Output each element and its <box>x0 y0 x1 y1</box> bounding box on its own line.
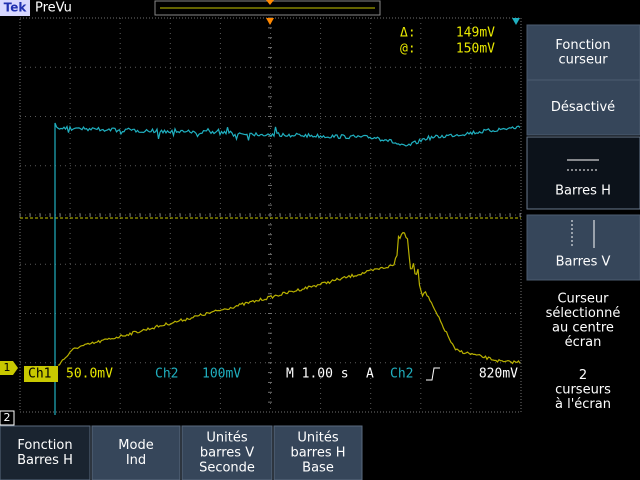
side-menu-label: écran <box>565 335 602 350</box>
bottom-menu-label: Unités <box>297 431 338 446</box>
bottom-menu-button <box>181 425 273 480</box>
graticule-border <box>19 17 522 413</box>
logo: Tek <box>4 1 28 15</box>
ch1-trace <box>57 231 521 366</box>
trigger-slope <box>426 367 440 381</box>
side-menu-label: Fonction <box>555 38 610 53</box>
side-menu-label: au centre <box>552 320 614 335</box>
side-menu-label: 2 <box>579 368 587 383</box>
bottom-menu-button <box>273 425 363 480</box>
bottom-menu-label: Ind <box>126 453 146 468</box>
cursor-marker <box>512 18 520 25</box>
at-label: @: <box>400 42 416 57</box>
side-menu-button <box>526 79 640 136</box>
trigger-position <box>266 18 274 25</box>
trigger: A <box>366 367 374 382</box>
side-menu-button <box>526 136 640 210</box>
bottom-menu-label: Mode <box>118 438 153 453</box>
trigger-level: 820mV <box>479 367 518 382</box>
trigger-source: Ch2 <box>390 367 413 382</box>
ch2-trace <box>54 122 521 415</box>
ch1: Ch1 <box>28 367 51 382</box>
side-menu-label: Désactivé <box>551 100 615 115</box>
side-menu-button <box>526 214 640 281</box>
bottom-menu-label: Seconde <box>199 461 255 476</box>
bottom-menu-label: Fonction <box>17 438 72 453</box>
at: 150mV <box>456 42 495 57</box>
bottom-menu-label: Base <box>302 461 334 476</box>
ch2: Ch2 <box>155 367 178 382</box>
side-menu-label: curseurs <box>555 383 611 398</box>
bottom-menu-label: Barres H <box>17 453 73 468</box>
delta-label: Δ: <box>400 26 416 41</box>
ch1-badge <box>24 366 58 382</box>
ch2-marker-label: 2 <box>4 411 11 424</box>
side-menu-label: Curseur <box>557 291 609 306</box>
side-menu-label: Barres V <box>556 255 611 270</box>
side-menu-label: sélectionné <box>546 306 621 321</box>
ch1-marker <box>0 361 18 375</box>
logo-box <box>0 0 30 16</box>
bottom-menu-label: barres H <box>290 446 345 461</box>
ch2-scale: 100mV <box>202 367 241 382</box>
ch1-marker-label: 1 <box>4 361 11 374</box>
trigger-position-top <box>266 0 274 5</box>
ch1-scale: 50.0mV <box>66 367 113 382</box>
bottom-menu-button <box>91 425 181 480</box>
bottom-menu-label: Unités <box>206 431 247 446</box>
mode: PreVu <box>35 1 72 16</box>
delta: 149mV <box>456 26 495 41</box>
bottom-menu-button <box>0 425 91 480</box>
bottom-menu-label: barres V <box>200 446 254 461</box>
side-menu-label: Barres H <box>555 184 611 199</box>
ch2-marker <box>0 410 15 426</box>
side-menu-label: à l'écran <box>555 397 611 412</box>
side-menu-button <box>526 24 640 81</box>
timebase: M 1.00 s <box>286 367 349 382</box>
side-menu-label: curseur <box>558 52 608 67</box>
